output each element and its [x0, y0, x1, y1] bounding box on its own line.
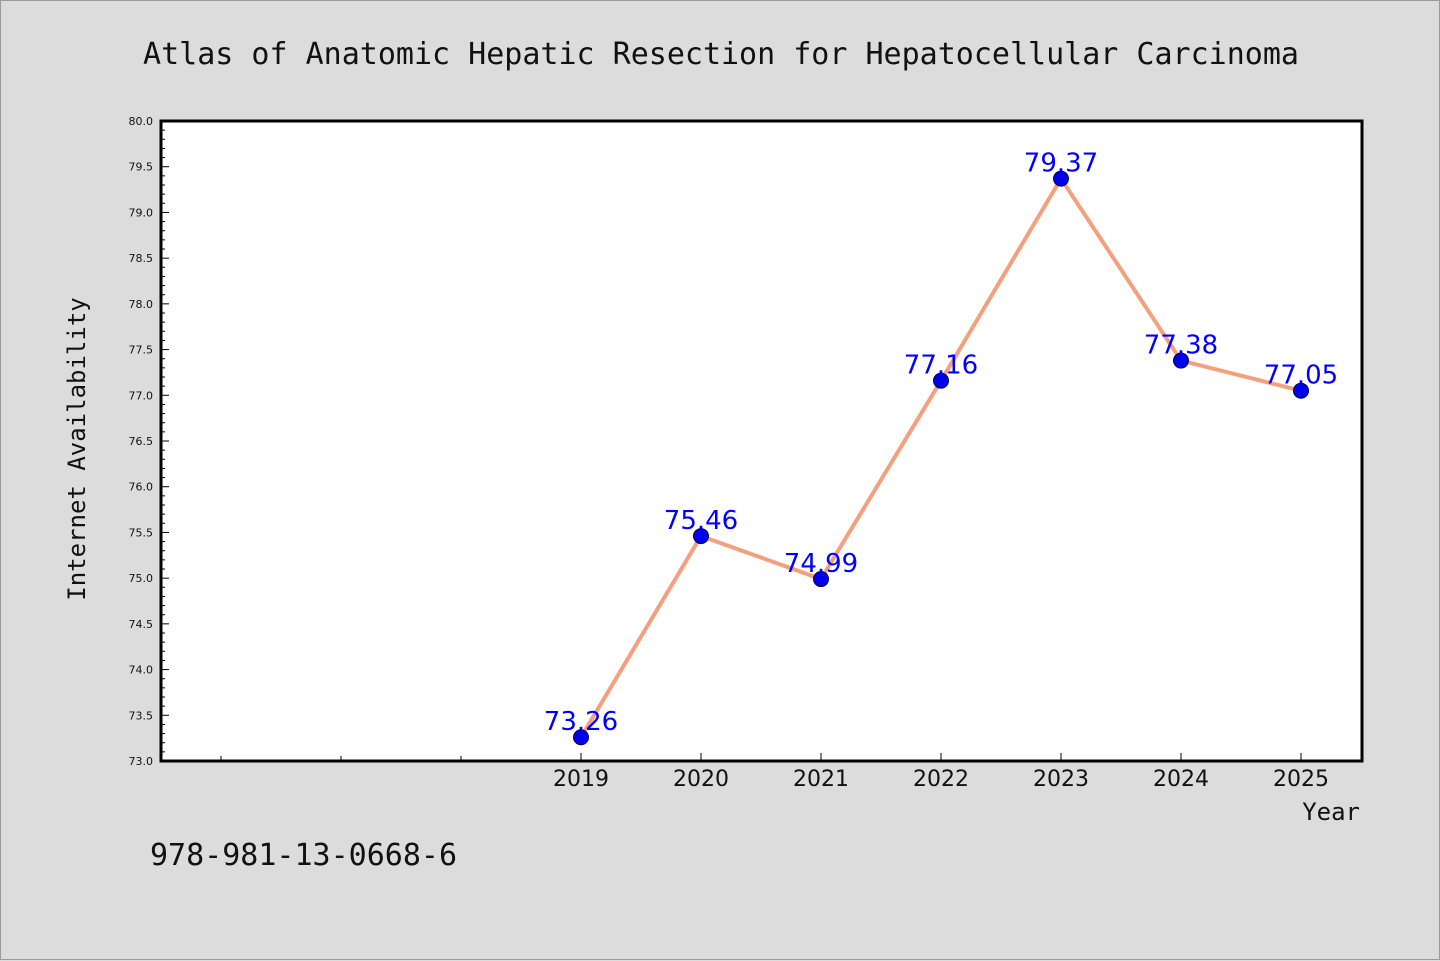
y-tick-label: 78.5	[129, 252, 154, 265]
y-tick-label: 77.0	[129, 389, 154, 402]
data-label: 75.46	[664, 506, 738, 536]
y-tick-label: 76.0	[129, 481, 154, 494]
x-tick-label: 2025	[1273, 767, 1329, 792]
y-tick-label: 73.0	[129, 755, 154, 768]
x-axis: 2019 2020 2021 2022 2023 2024 2025	[220, 753, 1329, 792]
y-tick-label: 75.5	[129, 526, 154, 539]
y-tick-label: 75.0	[129, 572, 154, 585]
data-label: 77.05	[1264, 361, 1338, 391]
data-point	[1053, 170, 1069, 187]
x-tick-label: 2022	[913, 767, 969, 792]
data-point	[813, 571, 829, 588]
data-point	[933, 372, 949, 389]
y-tick-label: 74.5	[129, 618, 154, 631]
x-tick-label: 2023	[1033, 767, 1089, 792]
data-label: 73.26	[544, 707, 618, 737]
chart-title: Atlas of Anatomic Hepatic Resection for …	[143, 37, 1299, 72]
y-tick-label: 80.0	[129, 115, 154, 128]
y-tick-label: 78.0	[129, 298, 154, 311]
x-tick-label: 2021	[793, 767, 849, 792]
data-point	[1173, 352, 1189, 369]
y-tick-label: 79.0	[129, 206, 154, 219]
x-tick-label: 2019	[553, 767, 609, 792]
data-label: 74.99	[784, 549, 858, 579]
y-tick-label: 76.5	[129, 435, 154, 448]
y-axis: 73.0 73.5 74.0 74.5 75.0 75.5 76.0 76.5 77.0 77.5…	[129, 115, 169, 768]
data-point	[573, 729, 589, 746]
data-point	[693, 528, 709, 545]
y-tick-label: 77.5	[129, 344, 154, 357]
y-tick-label: 74.0	[129, 664, 154, 677]
y-axis-label: Internet Availability	[63, 297, 91, 600]
x-axis-label: Year	[1302, 798, 1360, 826]
data-label: 77.16	[904, 351, 978, 381]
plot-area	[159, 119, 1364, 763]
data-label: 77.38	[1144, 331, 1218, 361]
series-layer: 73.26 75.46 74.99 77.16 79.37 77.38 77.05	[544, 149, 1338, 746]
y-tick-label: 79.5	[129, 161, 154, 174]
x-tick-label: 2024	[1153, 767, 1209, 792]
x-tick-label: 2020	[673, 767, 729, 792]
y-tick-label: 73.5	[129, 709, 154, 722]
data-point	[1293, 382, 1309, 399]
data-label: 79.37	[1024, 149, 1098, 179]
